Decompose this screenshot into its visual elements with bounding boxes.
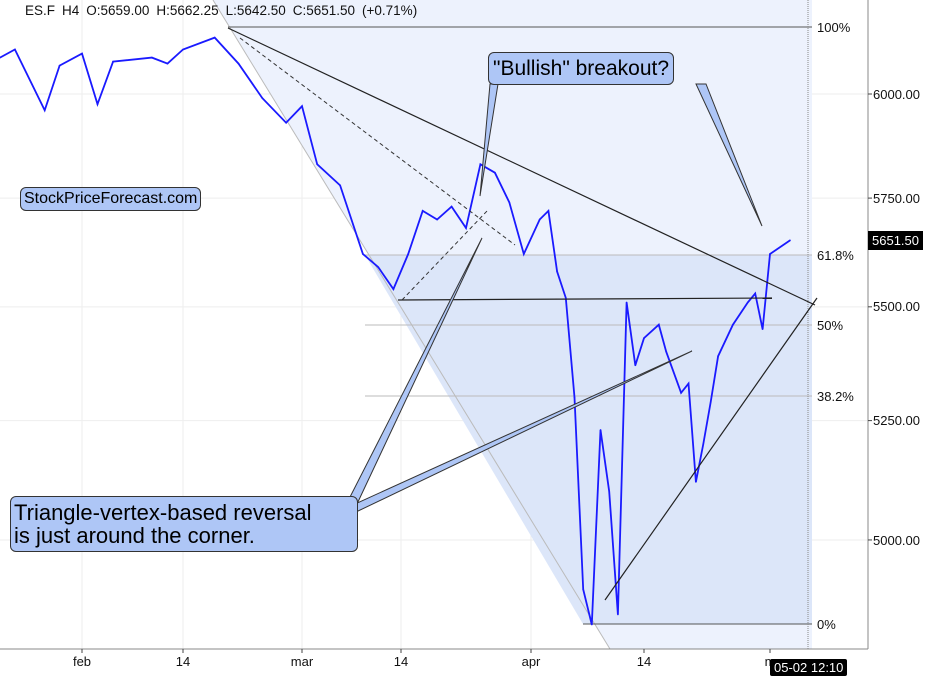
shade-dark — [365, 255, 812, 624]
price-point — [450, 205, 453, 208]
triangle-callout-line-1: Triangle-vertex-based reversal — [14, 500, 312, 525]
price-point — [151, 56, 153, 59]
axis-ticks — [81, 93, 872, 653]
bullish-callout-pointer-2 — [695, 83, 763, 227]
price-point — [608, 490, 611, 493]
x-tick-label: 14 — [636, 654, 652, 669]
price-point — [702, 443, 705, 445]
price-point — [746, 301, 749, 304]
price-point — [695, 481, 697, 483]
x-tick-label: apr — [521, 654, 541, 669]
price-point — [301, 105, 303, 108]
fib-label: 0% — [817, 617, 836, 632]
price-point — [392, 288, 395, 290]
price-point — [599, 429, 602, 431]
price-point — [625, 301, 628, 304]
price-point — [407, 253, 410, 255]
price-point — [508, 201, 511, 204]
price-point — [547, 210, 550, 212]
x-tick-label: feb — [72, 654, 92, 669]
price-point — [789, 239, 791, 242]
fib-label: 38.2% — [817, 389, 854, 404]
open-value: O:5659.00 — [86, 3, 150, 18]
price-point — [754, 292, 756, 295]
watermark-box: StockPriceForecast.com — [20, 187, 202, 211]
y-tick-label: 5750.00 — [873, 191, 920, 206]
price-point — [591, 623, 593, 626]
dashed-line-1 — [239, 37, 516, 246]
price-point — [769, 253, 771, 255]
x-tick-label: mar — [290, 654, 314, 669]
y-tick-label: 6000.00 — [873, 87, 920, 102]
fib-label: 100% — [817, 20, 851, 35]
price-point — [0, 56, 1, 59]
price-point — [237, 62, 240, 65]
triangle-callout-line-2: is just around the corner. — [14, 523, 255, 549]
price-point — [182, 48, 184, 51]
price-point — [761, 328, 764, 330]
x-tick-label: 14 — [175, 654, 191, 669]
symbol: ES.F — [25, 3, 56, 18]
y-tick-label: 5000.00 — [873, 533, 920, 548]
price-point — [213, 36, 216, 39]
price-point — [582, 588, 584, 591]
price-point — [564, 297, 567, 299]
triangle-callout: Triangle-vertex-based reversal is just a… — [10, 496, 358, 553]
price-series — [0, 36, 791, 625]
price-point — [717, 355, 719, 358]
price-point — [285, 121, 287, 124]
price-point — [166, 62, 169, 65]
price-point — [479, 163, 482, 166]
price-point — [362, 253, 364, 255]
price-point — [617, 613, 619, 616]
price-point — [81, 52, 83, 55]
price-point — [573, 396, 576, 399]
price-point — [316, 163, 319, 166]
price-point — [634, 364, 637, 367]
price-point — [112, 60, 114, 63]
price-point — [14, 48, 16, 51]
price-point — [96, 103, 99, 105]
price-point — [680, 392, 682, 394]
price-point — [339, 184, 341, 187]
price-point — [377, 266, 379, 268]
price-point — [687, 382, 690, 385]
upper-trendline — [227, 27, 816, 306]
price-point — [643, 337, 645, 339]
crosshair-date-tag: 05-02 12:10 — [770, 659, 848, 676]
price-point — [465, 227, 467, 229]
price-point — [665, 350, 668, 353]
interval: H4 — [62, 3, 80, 18]
price-point — [43, 109, 46, 112]
change-value: (+0.71%) — [362, 3, 418, 18]
fib-label: 50% — [817, 318, 844, 333]
price-point — [522, 253, 525, 255]
fib-label: 61.8% — [817, 248, 854, 263]
x-tick-label: 14 — [393, 654, 409, 669]
rising-trendline — [604, 297, 818, 601]
price-point — [421, 210, 424, 212]
price-point — [556, 270, 558, 273]
price-point — [732, 323, 734, 326]
bullish-callout: "Bullish" breakout? — [488, 52, 675, 85]
y-tick-label: 5250.00 — [873, 413, 920, 428]
price-point — [261, 97, 264, 99]
support-line — [397, 297, 773, 301]
price-point — [58, 64, 61, 67]
high-value: H:5662.25 — [156, 3, 219, 18]
price-point — [436, 218, 438, 221]
price-point — [538, 218, 541, 221]
ohlc-header: ES.F H4 O:5659.00 H:5662.25 L:5642.50 C:5651.… — [25, 3, 424, 18]
price-point — [709, 401, 712, 403]
low-value: L:5642.50 — [225, 3, 286, 18]
price-point — [658, 323, 660, 326]
last-price-tag: 5651.50 — [868, 231, 923, 250]
price-point — [494, 171, 496, 174]
y-tick-label: 5500.00 — [873, 299, 920, 314]
close-value: C:5651.50 — [292, 3, 356, 18]
